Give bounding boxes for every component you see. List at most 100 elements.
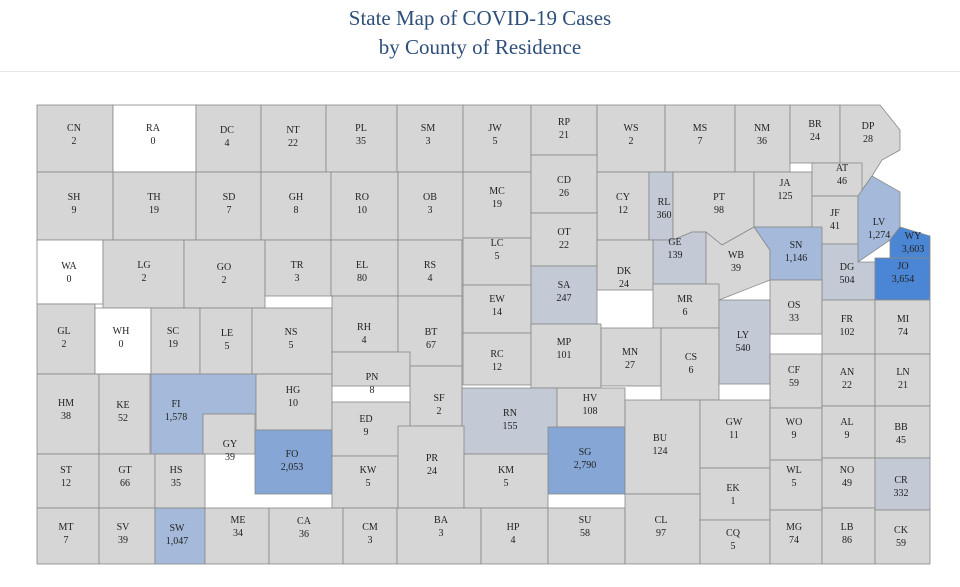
county-sh[interactable]: SH 9 [36, 171, 114, 241]
county-shape[interactable] [596, 171, 650, 241]
county-shape[interactable] [769, 279, 823, 335]
county-sw[interactable]: SW 1,047 [154, 507, 206, 565]
county-shape[interactable] [699, 519, 771, 565]
county-shape[interactable] [753, 171, 813, 228]
county-gw[interactable]: GW 11 [699, 399, 771, 469]
county-cy[interactable]: CY 12 [596, 171, 650, 241]
county-ms[interactable]: MS 7 [664, 104, 736, 173]
county-shape[interactable] [255, 373, 333, 431]
county-shape[interactable] [821, 507, 876, 565]
county-os[interactable]: OS 33 [769, 279, 823, 335]
county-fo[interactable]: FO 2,053 [254, 429, 333, 495]
county-shape[interactable] [325, 104, 398, 173]
county-shape[interactable] [769, 459, 823, 511]
county-rl[interactable]: RL 360 [648, 171, 674, 241]
county-wl[interactable]: WL 5 [769, 459, 823, 511]
county-shape[interactable] [556, 387, 626, 428]
county-mg[interactable]: MG 74 [769, 509, 823, 565]
county-shape[interactable] [463, 453, 549, 509]
county-cd[interactable]: CD 26 [530, 154, 598, 214]
county-shape[interactable] [652, 283, 720, 329]
county-shape[interactable] [664, 104, 736, 173]
county-shape[interactable] [874, 353, 931, 407]
county-ot[interactable]: OT 22 [530, 212, 598, 267]
county-nm[interactable]: NM 36 [734, 104, 791, 173]
county-shape[interactable] [699, 399, 771, 469]
county-lb[interactable]: LB 86 [821, 507, 876, 565]
county-gl[interactable]: GL 2 [36, 303, 96, 375]
county-mc[interactable]: MC 19 [462, 171, 532, 239]
county-shape[interactable] [112, 104, 197, 173]
county-fr[interactable]: FR 102 [821, 299, 876, 355]
county-shape[interactable] [36, 104, 114, 173]
county-tr[interactable]: TR 3 [264, 239, 332, 297]
county-hm[interactable]: HM 38 [36, 373, 100, 455]
county-go[interactable]: GO 2 [183, 239, 266, 309]
county-shape[interactable] [98, 453, 156, 509]
county-ro[interactable]: RO 10 [330, 171, 399, 241]
county-hg[interactable]: HG 10 [255, 373, 333, 431]
county-shape[interactable] [112, 171, 197, 241]
county-cm[interactable]: CM 3 [342, 507, 398, 565]
county-pn[interactable]: PN 8 [331, 351, 411, 396]
county-le[interactable]: LE 5 [199, 307, 253, 375]
county-sm[interactable]: SM 3 [396, 104, 464, 173]
county-shape[interactable] [331, 401, 411, 457]
county-ke[interactable]: KE 52 [98, 373, 151, 455]
county-shape[interactable] [530, 212, 598, 267]
county-shape[interactable] [330, 239, 399, 297]
county-ly[interactable]: LY 540 [718, 299, 771, 385]
county-shape[interactable] [462, 171, 532, 239]
county-gh[interactable]: GH 8 [260, 171, 332, 241]
county-lg[interactable]: LG 2 [102, 239, 185, 309]
county-nt[interactable]: NT 22 [260, 104, 327, 173]
county-sg[interactable]: SG 2,790 [547, 426, 626, 495]
county-shape[interactable] [624, 493, 701, 565]
county-gy[interactable]: GY 39 [202, 413, 256, 463]
county-wy[interactable]: WY 3,603 [889, 226, 931, 259]
county-shape[interactable] [195, 104, 262, 173]
county-el[interactable]: EL 80 [330, 239, 399, 297]
county-cn[interactable]: CN 2 [36, 104, 114, 173]
county-shape[interactable] [268, 507, 344, 565]
county-shape[interactable] [396, 104, 464, 173]
county-shape[interactable] [195, 171, 262, 241]
county-ek[interactable]: EK 1 [699, 467, 771, 521]
county-mn[interactable]: MN 27 [600, 327, 662, 387]
county-mp[interactable]: MP 101 [530, 323, 602, 389]
county-ra[interactable]: RA 0 [112, 104, 197, 173]
county-shape[interactable] [596, 239, 654, 291]
county-ge[interactable]: GE 139 [652, 231, 707, 285]
county-shape[interactable] [409, 365, 463, 427]
county-shape[interactable] [98, 373, 151, 455]
county-mt[interactable]: MT 7 [36, 507, 100, 565]
county-shape[interactable] [154, 453, 206, 509]
county-lc[interactable]: LC 5 [462, 237, 532, 286]
county-hp[interactable]: HP 4 [480, 507, 549, 565]
county-shape[interactable] [718, 299, 771, 385]
county-shape[interactable] [821, 405, 876, 459]
county-shape[interactable] [874, 299, 931, 355]
county-wa[interactable]: WA 0 [36, 239, 104, 305]
county-shape[interactable] [330, 171, 399, 241]
county-shape[interactable] [251, 307, 333, 375]
county-pl[interactable]: PL 35 [325, 104, 398, 173]
county-shape[interactable] [154, 507, 206, 565]
county-cr[interactable]: CR 332 [874, 457, 931, 511]
county-hv[interactable]: HV 108 [556, 387, 626, 428]
county-shape[interactable] [600, 327, 662, 387]
county-shape[interactable] [821, 299, 876, 355]
county-shape[interactable] [36, 507, 100, 565]
county-gt[interactable]: GT 66 [98, 453, 156, 509]
county-ja[interactable]: JA 125 [753, 171, 813, 228]
county-shape[interactable] [660, 327, 720, 401]
county-dk[interactable]: DK 24 [596, 239, 654, 291]
county-ca[interactable]: CA 36 [268, 507, 344, 565]
county-shape[interactable] [461, 387, 558, 455]
county-shape[interactable] [331, 295, 399, 353]
county-st[interactable]: ST 12 [36, 453, 100, 509]
county-shape[interactable] [397, 171, 464, 241]
county-ln[interactable]: LN 21 [874, 353, 931, 407]
county-shape[interactable] [98, 507, 156, 565]
county-shape[interactable] [396, 507, 482, 565]
